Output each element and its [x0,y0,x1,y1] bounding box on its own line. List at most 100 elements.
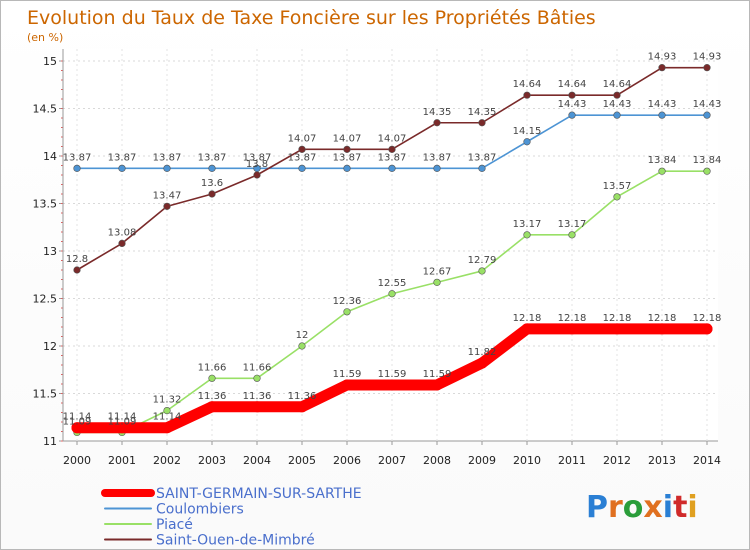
data-point [703,64,711,72]
data-label: 13.6 [201,178,223,189]
data-label: 12.8 [66,254,88,265]
data-point [656,323,668,335]
data-point [568,91,576,99]
data-label: 12.79 [468,255,497,266]
data-point [388,290,396,298]
data-label: 11.66 [198,362,227,373]
data-point [253,374,261,382]
data-label: 14.64 [558,79,587,90]
data-point [343,308,351,316]
x-tick-label: 2011 [558,454,586,467]
y-tick-label: 14 [43,150,57,163]
axes: 11 11.5 12 12.5 13 13.5 14 14.5 15 2000 2001 2002 20… [33,49,721,467]
x-tick-label: 2005 [288,454,316,467]
data-label: 13.17 [558,219,587,230]
series-group [71,64,713,437]
data-point [71,422,83,434]
data-label: 11.09 [63,416,92,427]
x-tick-label: 2002 [153,454,181,467]
data-label: 13.87 [198,152,227,163]
data-point [476,357,488,369]
data-label: 11.59 [378,369,407,380]
data-point [658,64,666,72]
data-point [433,164,441,172]
data-point [521,323,533,335]
data-label: 14.07 [378,133,407,144]
data-label: 11.66 [243,362,272,373]
data-label: 14.93 [648,52,677,63]
data-label: 12.67 [423,266,452,277]
data-point [343,164,351,172]
data-label: 11.59 [423,369,452,380]
data-label: 11.09 [108,416,137,427]
data-label: 13.84 [693,155,722,166]
data-label: 13.08 [108,227,137,238]
data-point [523,138,531,146]
data-label: 13.47 [153,190,182,201]
data-label: 11.32 [153,395,182,406]
logo-letter: x [643,490,662,525]
x-tick-label: 2003 [198,454,226,467]
data-label: 13.17 [513,219,542,230]
data-label: 11.59 [333,369,362,380]
data-point [298,145,306,153]
y-tick-label: 13.5 [33,198,58,211]
y-tick-label: 12.5 [33,293,58,306]
data-label: 12.55 [378,278,407,289]
data-point [298,342,306,350]
data-label: 14.43 [558,99,587,110]
data-label: 14.15 [513,126,542,137]
data-label: 12.18 [648,313,677,324]
x-tick-label: 2000 [63,454,91,467]
data-point [613,91,621,99]
x-tick-label: 2008 [423,454,451,467]
data-point [206,401,218,413]
data-point [116,422,128,434]
data-point [478,164,486,172]
data-point [163,164,171,172]
data-point [386,379,398,391]
data-point [161,422,173,434]
data-point [343,145,351,153]
chart-title: Evolution du Taux de Taxe Foncière sur l… [27,7,596,29]
data-point [298,164,306,172]
data-point [478,267,486,275]
data-label: 14.35 [423,107,452,118]
data-label: 12.18 [693,313,722,324]
x-tick-label: 2006 [333,454,361,467]
logo-letter: r [608,490,623,525]
y-tick-label: 12 [43,340,57,353]
data-label: 12.18 [603,313,632,324]
x-tick-label: 2012 [603,454,631,467]
data-point [658,111,666,119]
x-tick-label: 2001 [108,454,136,467]
legend-label: Saint-Ouen-de-Mimbré [156,533,315,549]
data-point [568,111,576,119]
data-point [611,323,623,335]
data-label: 13.87 [288,152,317,163]
y-tick-label: 11 [43,435,57,448]
data-label: 13.87 [63,152,92,163]
data-label: 13.87 [243,152,272,163]
data-label: 14.35 [468,107,497,118]
x-tick-label: 2013 [648,454,676,467]
data-point [208,374,216,382]
data-point [251,401,263,413]
plot-area [63,49,718,441]
logo-letter: t [673,490,687,525]
data-label: 14.07 [288,133,317,144]
data-label: 12.18 [558,313,587,324]
data-label: 13.87 [468,152,497,163]
data-label: 13.8 [246,159,268,170]
data-point [341,379,353,391]
data-label: 11.36 [243,391,272,402]
data-label: 14.64 [513,79,542,90]
data-label: 14.43 [648,99,677,110]
data-label: 12 [296,330,309,341]
legend-label: Piacé [156,517,193,533]
data-point [658,167,666,175]
data-label: 13.87 [423,152,452,163]
data-point [566,323,578,335]
data-label: 14.64 [603,79,632,90]
data-label: 13.87 [333,152,362,163]
